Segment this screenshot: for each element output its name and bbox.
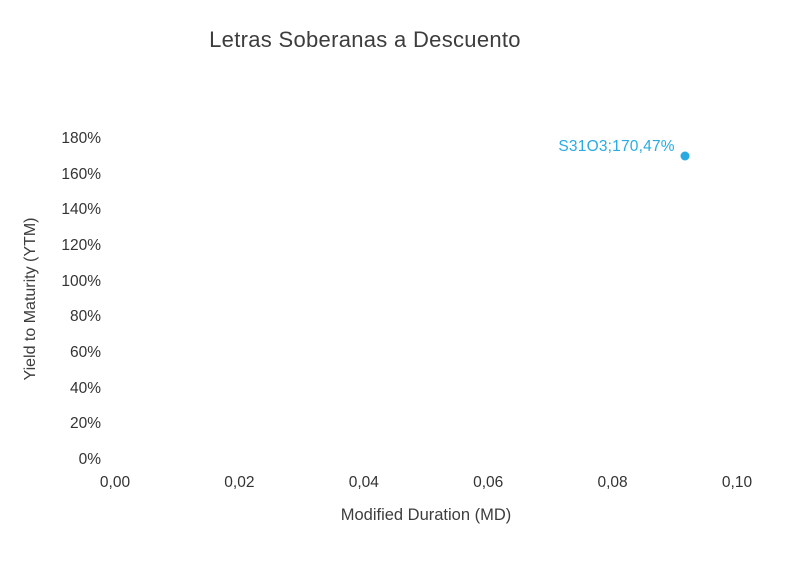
y-axis-tick-label: 100% [61,272,101,290]
y-axis-tick-label: 140% [61,201,101,219]
data-point-label: S31O3;170,47% [558,137,675,155]
x-axis-tick-label: 0,10 [721,474,753,491]
chart-title: Letras Soberanas a Descuento [209,27,521,52]
y-axis-tick-label: 60% [69,344,101,361]
x-axis-tick-label: 0,00 [99,474,131,491]
y-axis-tick-label: 0% [78,451,101,468]
y-axis-tick-label: 120% [61,237,101,254]
y-axis-tick-label: 40% [69,379,101,397]
y-axis-tick-label: 180% [61,130,101,147]
x-axis-title: Modified Duration (MD) [340,506,512,524]
data-point [680,151,690,161]
y-axis-tick-label: 80% [69,308,101,326]
x-axis-tick-label: 0,02 [224,474,255,491]
x-axis-tick-label: 0,06 [473,474,504,491]
y-axis-tick-label: 20% [69,415,101,433]
x-axis-tick-label: 0,08 [597,474,628,491]
x-axis-tick-label: 0,04 [348,474,379,491]
y-axis-tick-label: 160% [61,165,101,183]
